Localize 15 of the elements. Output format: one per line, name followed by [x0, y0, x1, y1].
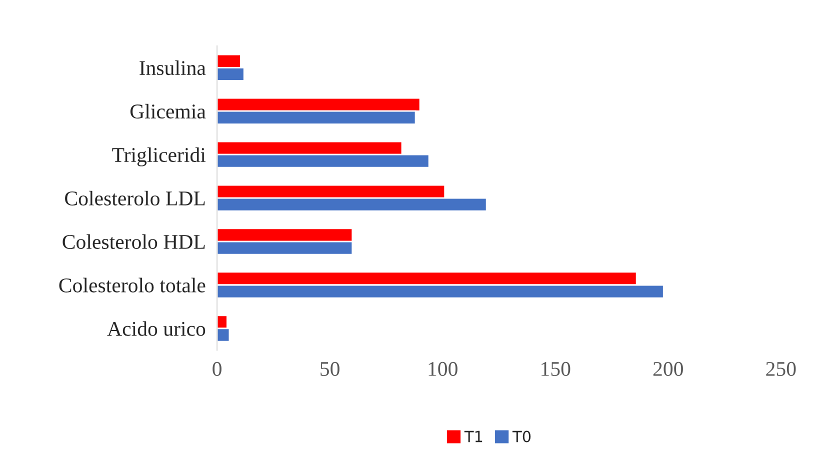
y-tick-label: Acido urico [107, 321, 206, 336]
y-tick-label: Colesterolo totale [59, 278, 206, 292]
x-tick-label: 250 [766, 362, 796, 376]
x-tick-label: 50 [320, 362, 340, 376]
x-tick-label: 100 [428, 362, 458, 376]
legend-label: T1 [464, 430, 482, 442]
y-tick-label: Colesterolo LDL [65, 190, 205, 206]
y-tick-label: Colesterolo HDL [62, 234, 205, 249]
x-tick-label: 200 [653, 362, 683, 376]
x-tick-label: 0 [212, 362, 222, 376]
y-tick-label: Trigliceridi [112, 147, 206, 166]
legend-label: T0 [512, 430, 531, 442]
y-tick-label: Insulina [140, 60, 206, 76]
x-tick-label: 150 [542, 362, 570, 376]
y-tick-label: Glicemia [130, 104, 206, 119]
